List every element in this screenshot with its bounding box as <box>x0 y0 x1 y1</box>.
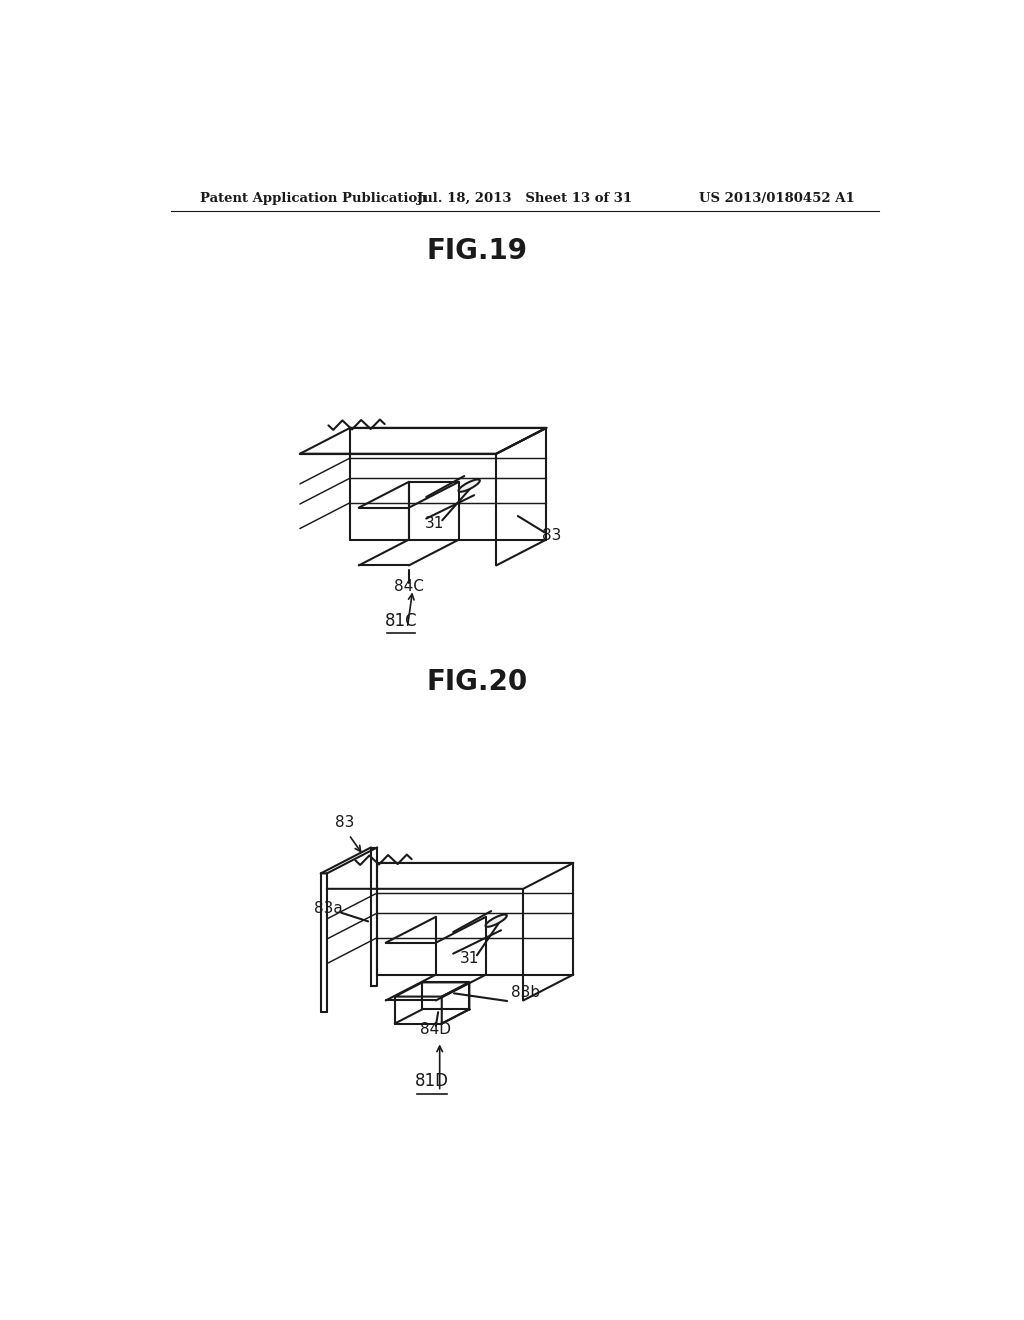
Text: 83a: 83a <box>314 900 343 916</box>
Text: 83: 83 <box>335 814 354 830</box>
Ellipse shape <box>459 479 480 492</box>
Text: FIG.19: FIG.19 <box>427 236 527 265</box>
Text: 84D: 84D <box>420 1022 452 1036</box>
Text: Jul. 18, 2013   Sheet 13 of 31: Jul. 18, 2013 Sheet 13 of 31 <box>417 191 633 205</box>
Text: 83: 83 <box>543 528 562 543</box>
Ellipse shape <box>485 915 507 927</box>
Text: FIG.20: FIG.20 <box>426 668 527 696</box>
Text: US 2013/0180452 A1: US 2013/0180452 A1 <box>698 191 854 205</box>
Text: 83b: 83b <box>511 985 540 1001</box>
Text: 31: 31 <box>425 516 444 531</box>
Text: 84C: 84C <box>394 579 424 594</box>
Text: 81C: 81C <box>385 612 418 631</box>
Text: Patent Application Publication: Patent Application Publication <box>200 191 427 205</box>
Text: 81D: 81D <box>415 1072 449 1090</box>
Text: 31: 31 <box>460 950 479 966</box>
